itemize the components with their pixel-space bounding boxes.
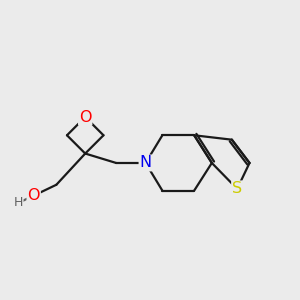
Text: H: H bbox=[14, 196, 23, 209]
Text: N: N bbox=[140, 155, 152, 170]
Text: S: S bbox=[232, 182, 242, 196]
Text: O: O bbox=[27, 188, 40, 203]
Text: O: O bbox=[79, 110, 92, 124]
